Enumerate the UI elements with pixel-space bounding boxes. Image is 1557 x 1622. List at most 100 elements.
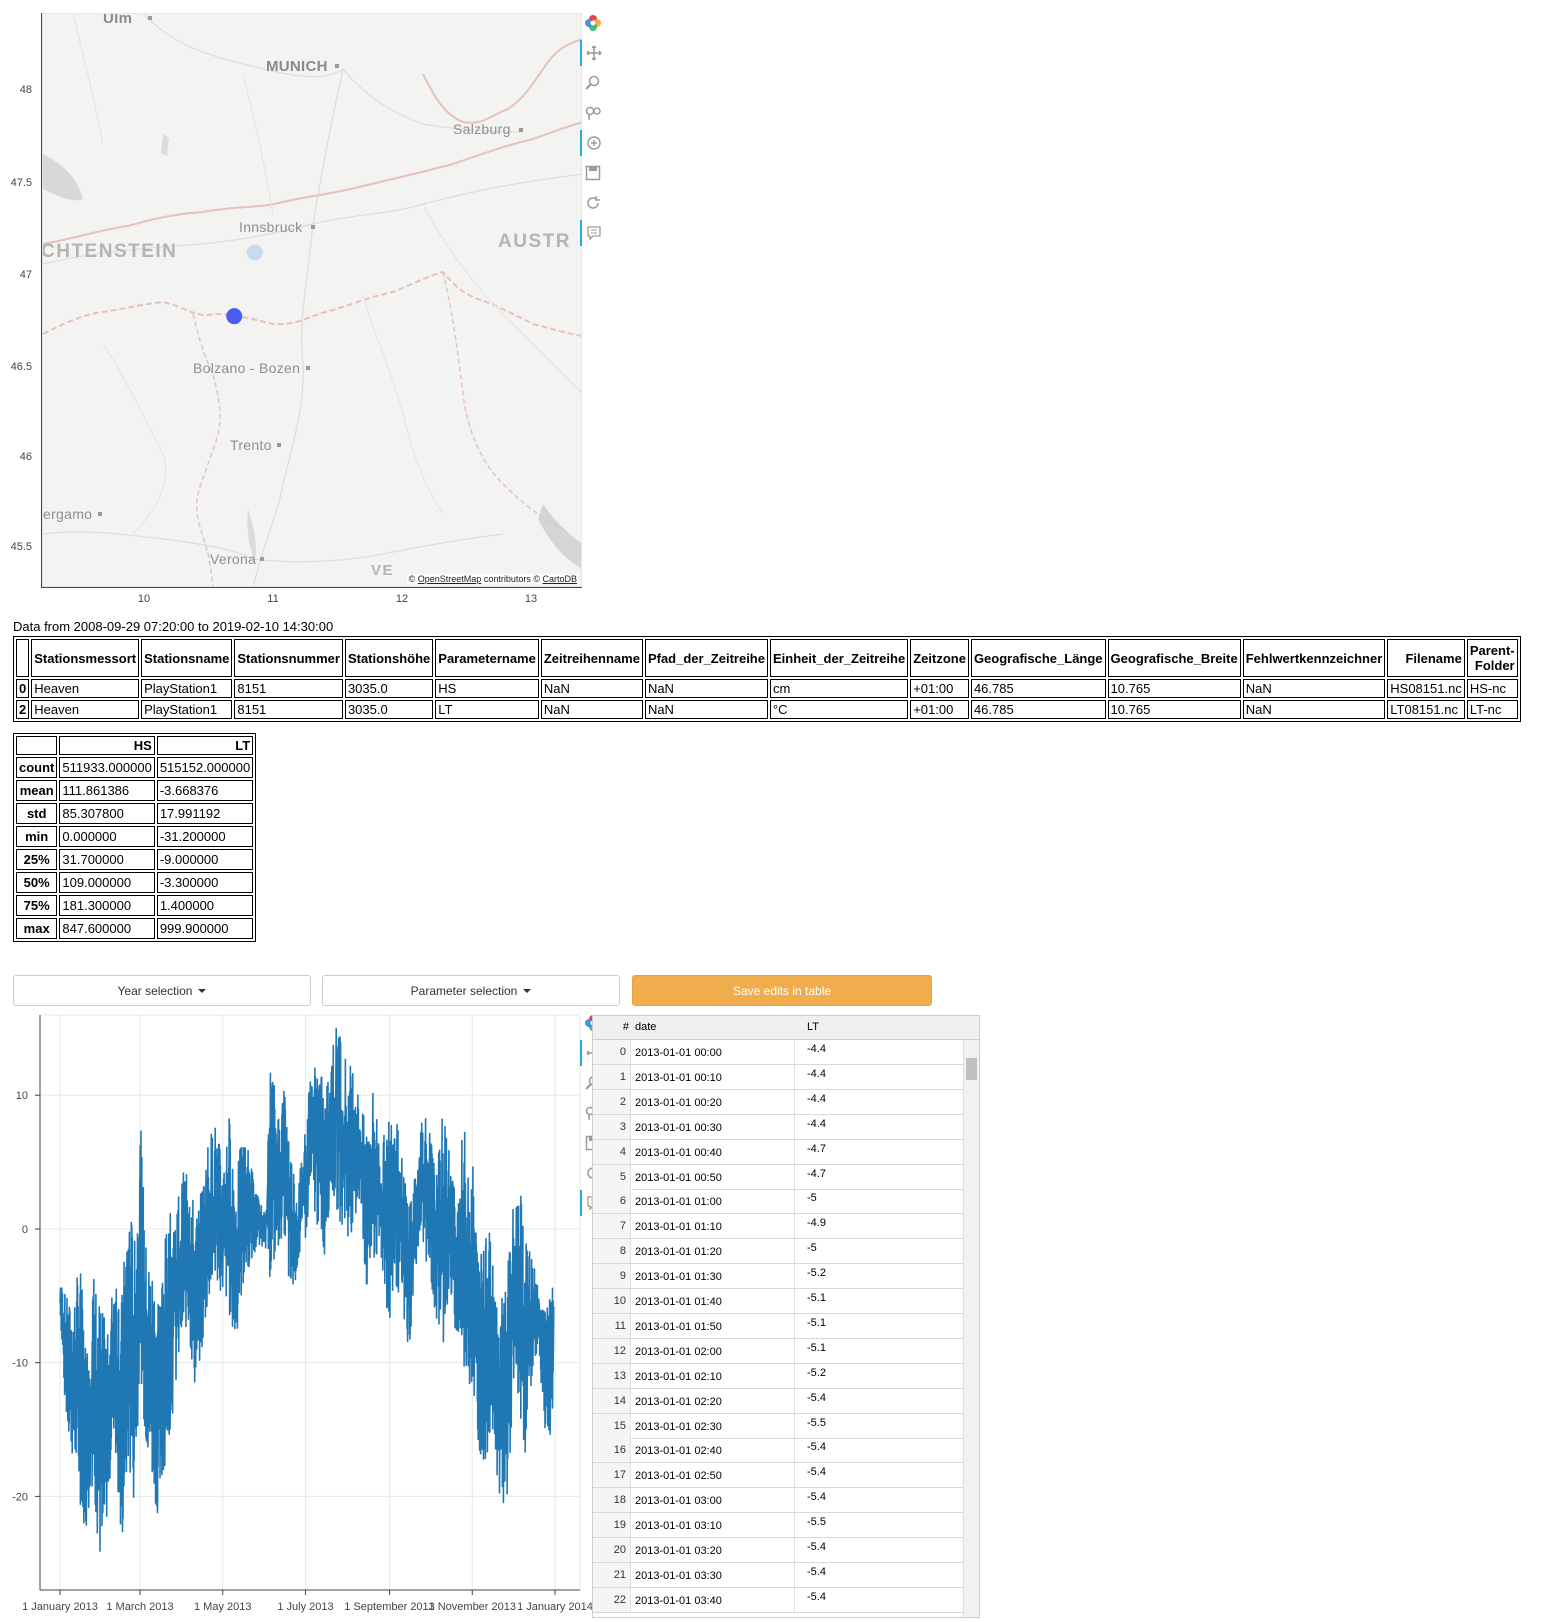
grid-row[interactable]: 18 2013-01-01 03:00 -5.4	[593, 1488, 963, 1514]
grid-row[interactable]: 13 2013-01-01 02:10 -5.2	[593, 1363, 963, 1389]
grid-header-lt[interactable]: LT	[807, 1021, 820, 1033]
grid-cell-lt[interactable]: -4.4	[807, 1067, 826, 1080]
hover-icon[interactable]	[580, 220, 606, 246]
grid-cell-lt[interactable]: -5.1	[807, 1316, 826, 1329]
grid-cell-date[interactable]: 2013-01-01 00:20	[635, 1089, 795, 1114]
grid-cell-date[interactable]: 2013-01-01 03:20	[635, 1538, 795, 1562]
wheel-zoom-icon[interactable]	[580, 100, 606, 126]
series-line-lt[interactable]	[59, 1027, 555, 1552]
grid-row[interactable]: 14 2013-01-01 02:20 -5.4	[593, 1388, 963, 1414]
grid-cell-lt[interactable]: -4.4	[807, 1092, 826, 1105]
grid-cell-lt[interactable]: -4.4	[807, 1043, 826, 1055]
grid-cell-lt[interactable]: -5.1	[807, 1341, 826, 1354]
grid-row[interactable]: 4 2013-01-01 00:40 -4.7	[593, 1139, 963, 1165]
grid-row[interactable]: 2 2013-01-01 00:20 -4.4	[593, 1089, 963, 1115]
grid-cell-lt[interactable]: -4.7	[807, 1167, 826, 1180]
grid-row[interactable]: 22 2013-01-01 03:40 -5.4	[593, 1587, 963, 1613]
parameter-selection-dropdown[interactable]: Parameter selection	[322, 975, 620, 1006]
grid-cell-date[interactable]: 2013-01-01 03:00	[635, 1488, 795, 1513]
timeseries-canvas[interactable]: 10 0 -10 -20 1 January 2013 1 March 2013 1 May…	[0, 1010, 600, 1622]
save-edits-button[interactable]: Save edits in table	[632, 975, 932, 1006]
grid-cell-lt[interactable]: -5.2	[807, 1267, 826, 1280]
map-plot[interactable]: Ulm MUNICH Salzburg Innsbruck Bolzano - …	[0, 0, 602, 605]
grid-cell-date[interactable]: 2013-01-01 02:50	[635, 1463, 795, 1488]
grid-cell-date[interactable]: 2013-01-01 00:40	[635, 1139, 795, 1164]
grid-cell-date[interactable]: 2013-01-01 03:40	[635, 1587, 795, 1612]
grid-cell-lt[interactable]: -4.9	[807, 1217, 826, 1230]
grid-cell-lt[interactable]: -5	[807, 1242, 817, 1255]
grid-cell-date[interactable]: 2013-01-01 00:10	[635, 1064, 795, 1089]
grid-cell-lt[interactable]: -5.4	[807, 1466, 826, 1479]
station-point[interactable]	[246, 244, 263, 261]
grid-row[interactable]: 16 2013-01-01 02:40 -5.4	[593, 1438, 963, 1464]
grid-cell-lt[interactable]: -4.4	[807, 1117, 826, 1130]
grid-row[interactable]: 20 2013-01-01 03:20 -5.4	[593, 1538, 963, 1563]
tap-icon[interactable]	[580, 130, 606, 156]
city-label: Verona	[210, 551, 257, 567]
pan-icon[interactable]	[580, 40, 606, 66]
box-zoom-icon[interactable]	[580, 70, 606, 96]
grid-cell-date[interactable]: 2013-01-01 02:30	[635, 1413, 795, 1438]
grid-row[interactable]: 17 2013-01-01 02:50 -5.4	[593, 1463, 963, 1489]
grid-cell-date[interactable]: 2013-01-01 02:00	[635, 1338, 795, 1363]
timeseries-plot[interactable]: 10 0 -10 -20 1 January 2013 1 March 2013 1 May…	[0, 1010, 602, 1622]
grid-cell-lt[interactable]: -5.4	[807, 1391, 826, 1404]
grid-cell-lt[interactable]: -5.4	[807, 1541, 826, 1553]
grid-cell-lt[interactable]: -5.4	[807, 1441, 826, 1454]
grid-row[interactable]: 7 2013-01-01 01:10 -4.9	[593, 1214, 963, 1240]
grid-row[interactable]: 21 2013-01-01 03:30 -5.4	[593, 1562, 963, 1588]
grid-row[interactable]: 11 2013-01-01 01:50 -5.1	[593, 1313, 963, 1339]
station-point[interactable]	[226, 308, 243, 325]
grid-row[interactable]: 3 2013-01-01 00:30 -4.4	[593, 1114, 963, 1140]
grid-row[interactable]: 1 2013-01-01 00:10 -4.4	[593, 1064, 963, 1090]
grid-cell-date[interactable]: 2013-01-01 02:40	[635, 1438, 795, 1463]
grid-cell-lt[interactable]: -5.1	[807, 1292, 826, 1304]
grid-row[interactable]: 15 2013-01-01 02:30 -5.5	[593, 1413, 963, 1439]
map-canvas[interactable]: Ulm MUNICH Salzburg Innsbruck Bolzano - …	[42, 13, 582, 587]
grid-row[interactable]: 9 2013-01-01 01:30 -5.2	[593, 1264, 963, 1290]
grid-cell-lt[interactable]: -4.7	[807, 1142, 826, 1155]
grid-cell-lt[interactable]: -5.5	[807, 1416, 826, 1429]
grid-header-index[interactable]: #	[622, 1021, 629, 1033]
grid-row[interactable]: 12 2013-01-01 02:00 -5.1	[593, 1338, 963, 1364]
grid-cell-date[interactable]: 2013-01-01 03:30	[635, 1562, 795, 1587]
grid-cell-lt[interactable]: -5.4	[807, 1590, 826, 1603]
stats-row: mean 111.861386 -3.668376	[16, 780, 254, 801]
scrollbar-thumb[interactable]	[966, 1058, 977, 1080]
save-icon[interactable]	[580, 160, 606, 186]
grid-row[interactable]: 8 2013-01-01 01:20 -5	[593, 1239, 963, 1265]
bokeh-logo-icon[interactable]	[580, 10, 606, 36]
grid-cell-date[interactable]: 2013-01-01 01:10	[635, 1214, 795, 1239]
year-selection-dropdown[interactable]: Year selection	[13, 975, 311, 1006]
y-tick-label: 45.5	[10, 541, 32, 553]
grid-cell-lt[interactable]: -5.4	[807, 1565, 826, 1578]
osm-link[interactable]: OpenStreetMap	[417, 574, 482, 584]
grid-row[interactable]: 19 2013-01-01 03:10 -5.5	[593, 1513, 963, 1539]
grid-cell-lt[interactable]: -5.5	[807, 1516, 826, 1529]
grid-cell-date[interactable]: 2013-01-01 01:20	[635, 1239, 795, 1264]
grid-row[interactable]: 6 2013-01-01 01:00 -5	[593, 1189, 963, 1215]
grid-cell-date[interactable]: 2013-01-01 01:00	[635, 1189, 795, 1214]
grid-cell-date[interactable]: 2013-01-01 01:30	[635, 1264, 795, 1289]
grid-row[interactable]: 5 2013-01-01 00:50 -4.7	[593, 1164, 963, 1190]
data-grid[interactable]: # date LT 0 2013-01-01 00:00 -4.4 1 2013-01-…	[592, 1015, 980, 1618]
grid-row[interactable]: 0 2013-01-01 00:00 -4.4	[593, 1040, 963, 1065]
grid-cell-date[interactable]: 2013-01-01 00:30	[635, 1114, 795, 1139]
grid-cell-date[interactable]: 2013-01-01 03:10	[635, 1513, 795, 1538]
grid-scrollbar[interactable]	[963, 1040, 979, 1617]
grid-cell-lt[interactable]: -5	[807, 1192, 817, 1205]
grid-cell-date[interactable]: 2013-01-01 01:40	[635, 1289, 795, 1313]
grid-cell-lt[interactable]: -5.4	[807, 1491, 826, 1504]
stats-cell: 111.861386	[59, 780, 155, 801]
carto-link[interactable]: CartoDB	[542, 574, 577, 584]
grid-header-date[interactable]: date	[635, 1021, 657, 1033]
grid-cell-date[interactable]: 2013-01-01 02:20	[635, 1388, 795, 1413]
grid-cell-date[interactable]: 2013-01-01 00:50	[635, 1164, 795, 1189]
grid-cell-date[interactable]: 2013-01-01 02:10	[635, 1363, 795, 1388]
grid-cell-date[interactable]: 2013-01-01 01:50	[635, 1313, 795, 1338]
grid-cell-lt[interactable]: -5.2	[807, 1366, 826, 1379]
grid-cell-date[interactable]: 2013-01-01 00:00	[635, 1040, 795, 1064]
grid-row[interactable]: 10 2013-01-01 01:40 -5.1	[593, 1289, 963, 1314]
reset-icon[interactable]	[580, 190, 606, 216]
city-label: Innsbruck	[239, 219, 303, 235]
